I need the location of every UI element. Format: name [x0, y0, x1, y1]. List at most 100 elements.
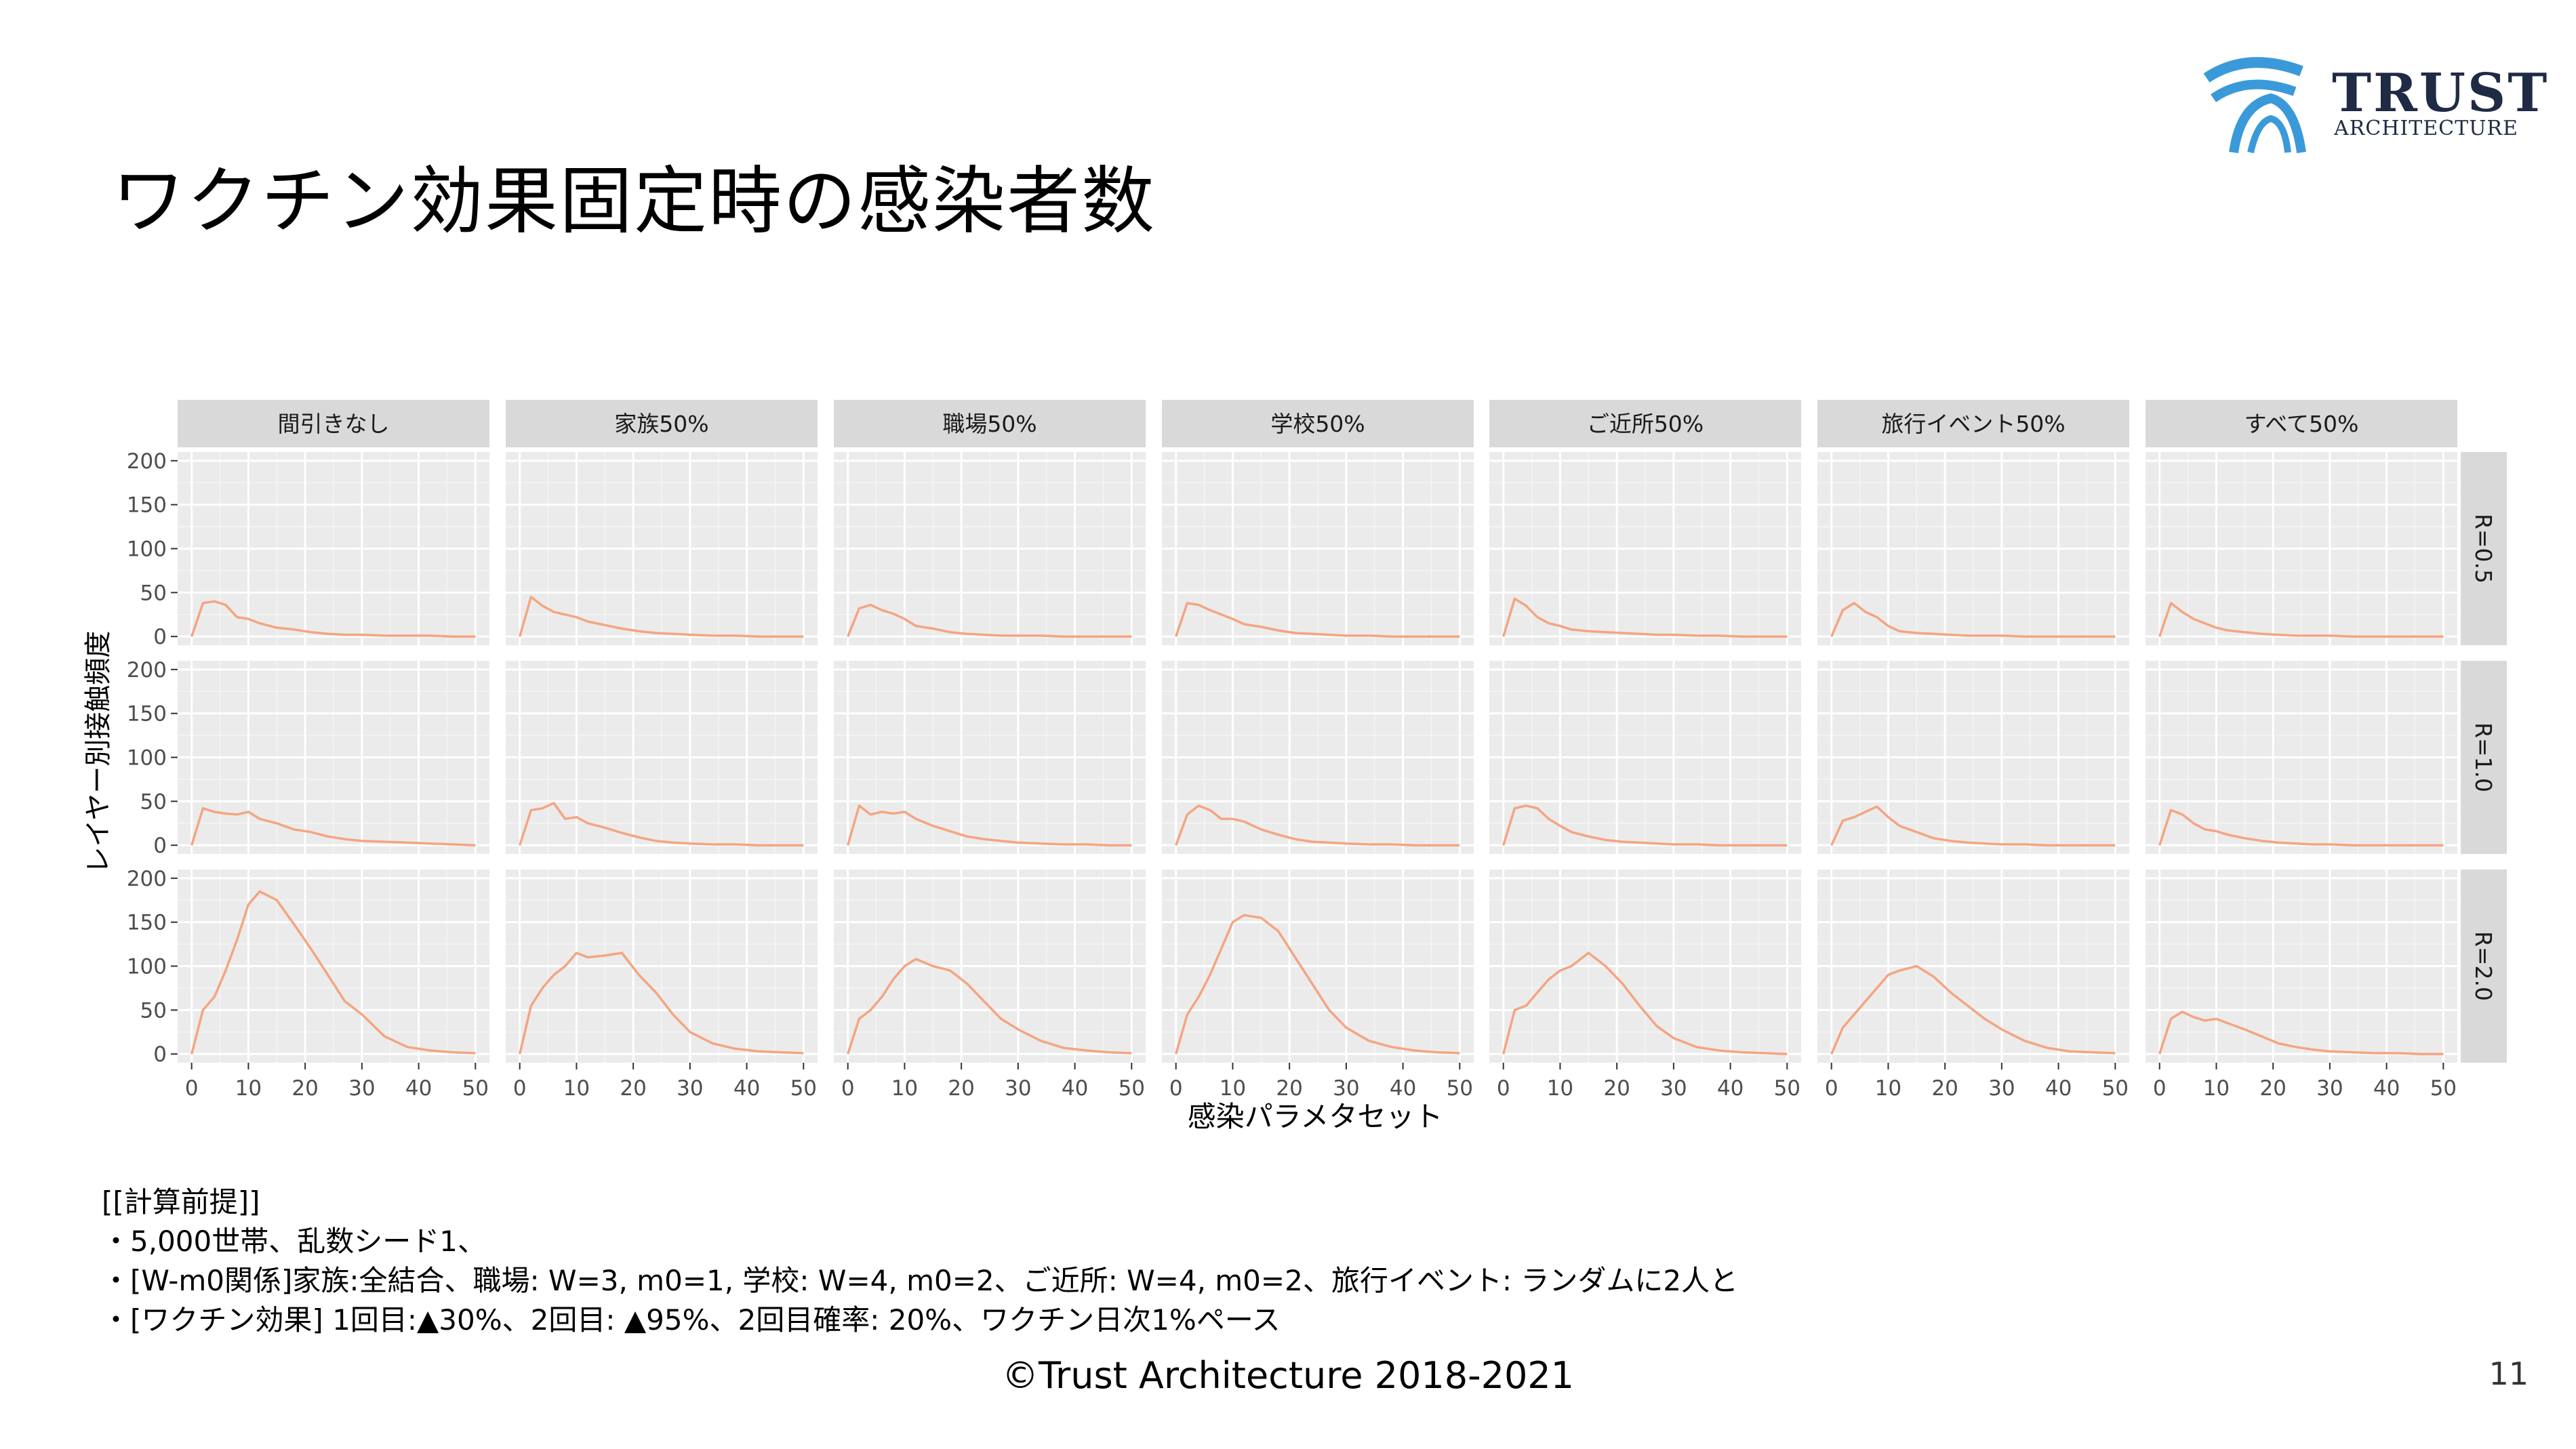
column-strip-label-6: すべて50% [2245, 411, 2359, 437]
calculation-notes: [[計算前提]] ・5,000世帯、乱数シード1、 ・[W-m0関係]家族:全結… [102, 1183, 1738, 1340]
row-strip-label-1: R=1.0 [2470, 722, 2497, 792]
series-line-r0-c1 [519, 596, 804, 638]
y-tick-label: 200 [127, 658, 167, 682]
trust-architecture-logo [2203, 57, 2306, 154]
x-tick-label: 30 [1005, 1076, 1031, 1101]
x-tick-label: 50 [2430, 1076, 2457, 1101]
series-line-r2-c4 [1502, 952, 1788, 1055]
x-tick-label: 50 [462, 1076, 489, 1101]
series-line-r2-c0 [190, 890, 476, 1055]
notes-line-4: ・[ワクチン効果] 1回目:▲30%、2回目: ▲95%、2回目確率: 20%、… [102, 1303, 1281, 1336]
x-tick-label: 10 [1220, 1076, 1246, 1101]
x-tick-label: 10 [1875, 1076, 1901, 1101]
y-tick-label: 150 [127, 702, 167, 727]
notes-line-2: ・5,000世帯、乱数シード1、 [102, 1225, 486, 1258]
row-strip-label-0: R=0.5 [2470, 514, 2497, 584]
series-line-r1-c1 [519, 802, 804, 846]
series-line-r2-c6 [2158, 1011, 2444, 1055]
series-line-r1-c0 [190, 807, 476, 846]
logo-text-trust: TRUST [2332, 62, 2550, 124]
row-strip-0 [2461, 452, 2507, 645]
series-line-r1-c3 [1175, 804, 1460, 846]
y-tick-label: 100 [127, 955, 167, 979]
row-strip-label-2: R=2.0 [2470, 931, 2497, 1001]
logo-arc-1 [2203, 57, 2303, 83]
series-line-r2-c2 [847, 958, 1132, 1055]
series-line-r2-c1 [518, 952, 804, 1055]
series-line-r0-c4 [1502, 597, 1788, 638]
x-tick-label: 40 [2373, 1076, 2400, 1101]
series-line-r0-c6 [2158, 602, 2444, 638]
x-tick-label: 40 [1390, 1076, 1416, 1101]
column-strip-0 [178, 400, 489, 447]
x-tick-label: 20 [948, 1076, 974, 1101]
series-line-r2-c5 [1830, 964, 2116, 1055]
column-strip-4 [1489, 400, 1801, 447]
x-tick-label: 20 [620, 1076, 646, 1101]
x-axis-title: 感染パラメタセット [1188, 1100, 1443, 1133]
y-tick-label: 0 [153, 834, 167, 858]
y-tick-label: 0 [153, 625, 167, 649]
x-tick-label: 30 [1333, 1076, 1359, 1101]
y-tick-label: 50 [140, 790, 167, 814]
x-tick-label: 0 [1169, 1076, 1183, 1101]
x-tick-label: 10 [563, 1076, 590, 1101]
x-tick-label: 0 [1825, 1076, 1838, 1101]
page-number: 11 [2489, 1355, 2529, 1392]
x-tick-label: 50 [790, 1076, 817, 1101]
logo-text-architecture: ARCHITECTURE [2334, 117, 2518, 140]
slide-title: ワクチン効果固定時の感染者数 [112, 159, 1156, 244]
column-strip-3 [1162, 400, 1474, 447]
x-tick-label: 40 [2045, 1076, 2072, 1101]
notes-line-3: ・[W-m0関係]家族:全結合、職場: W=3, m0=1, 学校: W=4, … [102, 1264, 1739, 1297]
notes-line-1: [[計算前提]] [102, 1185, 260, 1219]
column-strip-label-2: 職場50% [942, 411, 1037, 437]
x-tick-label: 30 [677, 1076, 703, 1101]
x-tick-label: 30 [2316, 1076, 2343, 1101]
x-tick-label: 20 [2259, 1076, 2286, 1101]
x-tick-label: 0 [2153, 1076, 2167, 1101]
x-tick-label: 10 [891, 1076, 918, 1101]
x-tick-label: 40 [1717, 1076, 1744, 1101]
logo-arch [2229, 93, 2306, 154]
series-line-r0-c0 [190, 600, 476, 638]
column-strip-2 [834, 400, 1146, 447]
series-line-r0-c3 [1175, 602, 1460, 638]
series-line-r1-c5 [1830, 805, 2116, 846]
x-tick-label: 50 [1774, 1076, 1800, 1101]
column-strip-label-1: 家族50% [614, 411, 708, 437]
x-tick-label: 50 [1447, 1076, 1473, 1101]
y-tick-label: 150 [127, 493, 167, 518]
faceted-line-chart: 間引きなし 家族50% 職場50% 学校50% ご近所50% 旅行イベント50% すべて50… [83, 400, 2507, 1133]
x-tick-label: 0 [185, 1076, 199, 1101]
column-strip-label-4: ご近所50% [1587, 411, 1704, 437]
column-strip-label-5: 旅行イベント50% [1881, 411, 2065, 437]
x-tick-label: 30 [348, 1076, 375, 1101]
y-tick-label: 0 [153, 1042, 167, 1067]
x-tick-label: 0 [841, 1076, 855, 1101]
x-tick-label: 10 [235, 1076, 262, 1101]
row-strip-2 [2461, 870, 2507, 1063]
x-tick-label: 20 [1603, 1076, 1630, 1101]
y-tick-label: 50 [140, 998, 167, 1023]
copyright-footer: ©Trust Architecture 2018-2021 [1001, 1354, 1575, 1397]
y-tick-label: 150 [127, 911, 167, 935]
series-line-r1-c6 [2158, 809, 2444, 846]
x-tick-label: 40 [405, 1076, 432, 1101]
y-tick-label: 100 [127, 746, 167, 771]
logo-arch-inner [2247, 115, 2291, 154]
series-line-r2-c3 [1175, 914, 1460, 1055]
x-tick-label: 20 [1931, 1076, 1958, 1101]
column-strip-6 [2146, 400, 2457, 447]
series-line-r0-c5 [1830, 602, 2116, 638]
y-tick-label: 50 [140, 581, 167, 605]
series-line-r1-c4 [1502, 804, 1788, 846]
x-tick-label: 30 [1660, 1076, 1687, 1101]
column-strip-label-0: 間引きなし [278, 411, 390, 437]
y-tick-label: 200 [127, 449, 167, 474]
y-axis-title: レイヤー別接触頻度 [83, 631, 114, 874]
x-tick-label: 10 [1547, 1076, 1573, 1101]
x-tick-label: 20 [1276, 1076, 1302, 1101]
y-tick-label: 100 [127, 537, 167, 562]
x-tick-label: 20 [291, 1076, 318, 1101]
